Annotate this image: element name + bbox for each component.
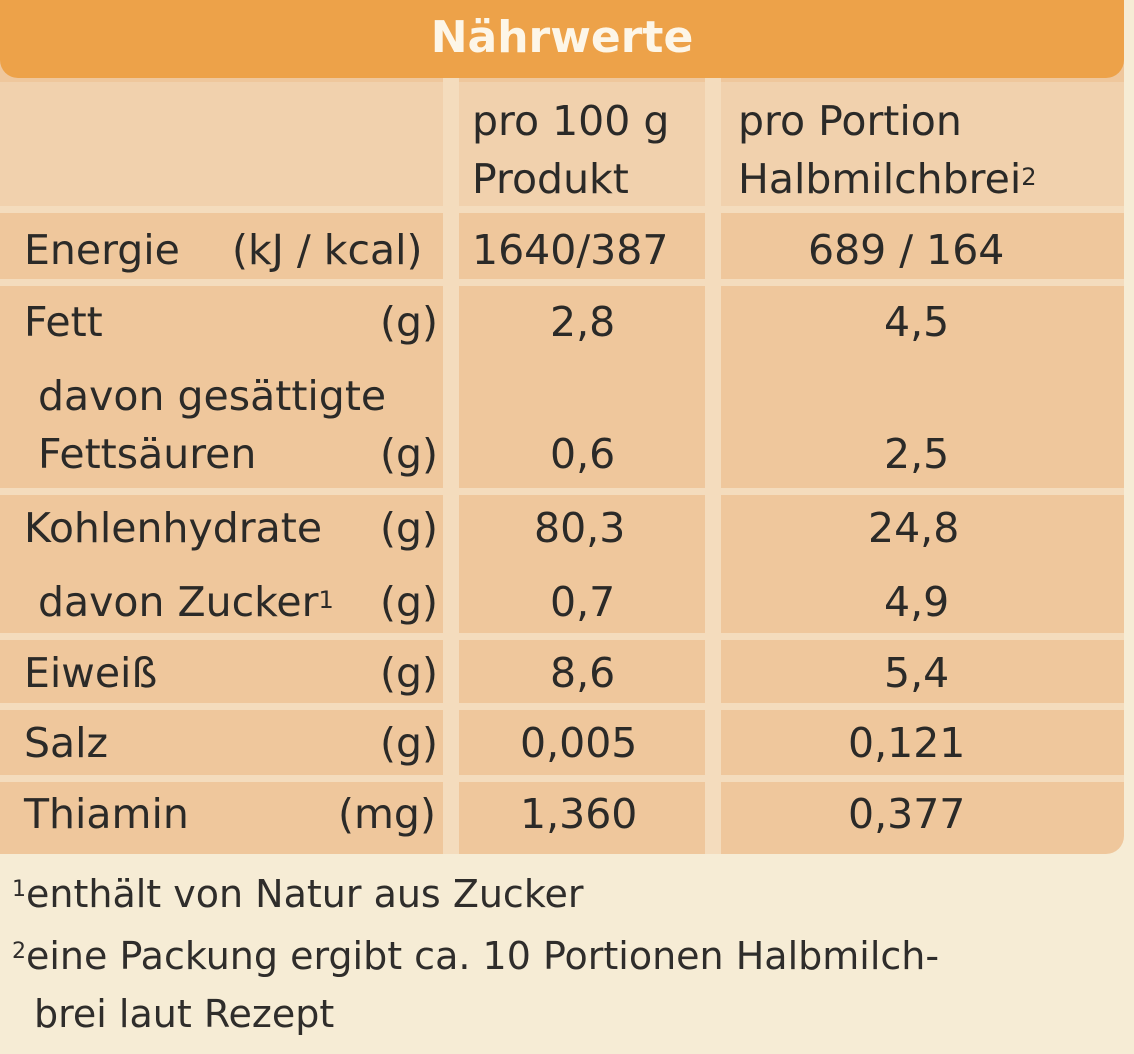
- row-carbs-portion: 24,8: [868, 504, 960, 552]
- row-sugar-portion: 4,9: [884, 578, 950, 626]
- row-fat-per100: 2,8: [550, 298, 616, 346]
- row-sugar-per100: 0,7: [550, 578, 616, 626]
- row-separator: [0, 279, 1124, 286]
- row-carbs-unit: (g): [380, 504, 439, 552]
- footnote-2-continued: brei laut Rezept: [34, 992, 335, 1036]
- row-fat-unit: (g): [380, 298, 439, 346]
- row-protein-unit: (g): [380, 649, 439, 697]
- row-saturated-unit: (g): [380, 430, 439, 478]
- row-saturated-per100: 0,6: [550, 430, 616, 478]
- row-separator: [0, 633, 1124, 640]
- row-separator: [0, 488, 1124, 495]
- row-energy-label: Energie: [24, 226, 180, 274]
- row-salt-per100: 0,005: [520, 719, 638, 767]
- row-sugar-unit: (g): [380, 578, 439, 626]
- row-separator: [0, 703, 1124, 710]
- row-thiamin-portion: 0,377: [848, 790, 966, 838]
- title-bar: Nährwerte: [0, 0, 1124, 78]
- footnote-2: 2eine Packung ergibt ca. 10 Portionen Ha…: [12, 934, 940, 978]
- row-sugar-label: davon Zucker1: [38, 578, 334, 626]
- row-fat-label: Fett: [24, 298, 103, 346]
- row-salt-label: Salz: [24, 719, 109, 767]
- row-salt-unit: (g): [380, 719, 439, 767]
- header-portion-line1: pro Portion: [738, 97, 962, 145]
- row-energy-per100: 1640/387: [472, 226, 669, 274]
- header-row-background: [0, 82, 1124, 206]
- row-separator: [0, 775, 1124, 782]
- header-portion-line2: Halbmilchbrei2: [738, 155, 1037, 203]
- row-saturated-label: Fettsäuren: [38, 430, 257, 478]
- header-per100-line1: pro 100 g: [472, 97, 670, 145]
- row-carbs-label: Kohlenhydrate: [24, 504, 323, 552]
- column-divider: [443, 78, 459, 854]
- row-saturated-label-line1: davon gesättigte: [38, 372, 387, 420]
- column-divider: [705, 78, 721, 854]
- row-salt-portion: 0,121: [848, 719, 966, 767]
- footnote-1: 1enthält von Natur aus Zucker: [12, 872, 584, 916]
- row-fat-portion: 4,5: [884, 298, 950, 346]
- table-title: Nährwerte: [430, 12, 694, 63]
- row-protein-label: Eiweiß: [24, 649, 158, 697]
- row-thiamin-label: Thiamin: [24, 790, 189, 838]
- row-protein-per100: 8,6: [550, 649, 616, 697]
- row-energy-unit: (kJ / kcal): [232, 226, 423, 274]
- row-energy-portion: 689 / 164: [808, 226, 1005, 274]
- row-saturated-portion: 2,5: [884, 430, 950, 478]
- header-per100-line2: Produkt: [472, 155, 629, 203]
- row-thiamin-unit: (mg): [338, 790, 436, 838]
- row-protein-portion: 5,4: [884, 649, 950, 697]
- row-carbs-per100: 80,3: [534, 504, 626, 552]
- row-thiamin-per100: 1,360: [520, 790, 638, 838]
- row-separator: [0, 206, 1124, 213]
